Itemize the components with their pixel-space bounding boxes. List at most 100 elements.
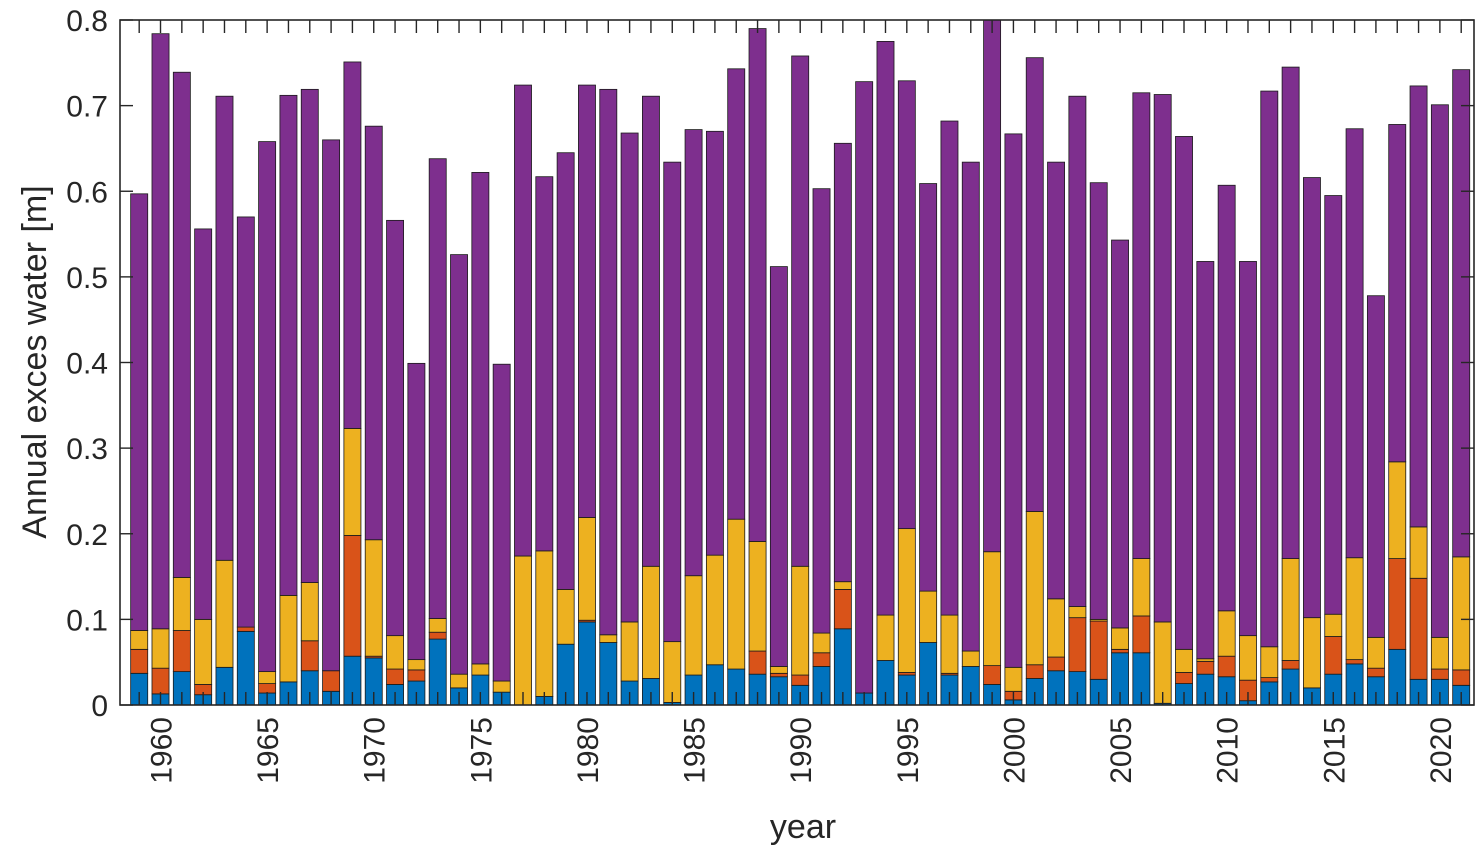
ticks-layer <box>120 19 1474 706</box>
x-axis-title: year <box>770 808 836 846</box>
y-axis-title: Annual exces water [m] <box>16 185 54 538</box>
bar-segment-1962-s2 <box>194 618 213 685</box>
bar-segment-1962-s3 <box>194 228 213 620</box>
bar-segment-1980-s3 <box>578 84 596 518</box>
bar-segment-1997-s2 <box>940 614 959 674</box>
bar-segment-1990-s1 <box>791 674 810 686</box>
bar-segment-1974-s3 <box>450 254 468 675</box>
bar-segment-1996-s3 <box>919 183 938 592</box>
bar-segment-1973-s2 <box>428 618 447 633</box>
bar-segment-1965-s1 <box>258 683 277 694</box>
x-tick-label-2020: 2020 <box>1425 717 1458 784</box>
bar-segment-1972-s2 <box>407 659 426 671</box>
bar-segment-1973-s1 <box>428 631 447 640</box>
bar-segment-2013-s1 <box>1281 660 1300 670</box>
bar-segment-2005-s1 <box>1111 648 1129 654</box>
bar-segment-1969-s1 <box>343 535 362 657</box>
bar-segment-1988-s1 <box>748 650 767 675</box>
bar-segment-1982-s2 <box>620 621 639 682</box>
bar-segment-1994-s3 <box>876 41 895 616</box>
bar-segment-1964-s3 <box>236 216 255 628</box>
bar-segment-1978-s3 <box>535 176 554 552</box>
bar-segment-2019-s2 <box>1409 526 1428 579</box>
bar-segment-1975-s3 <box>471 172 490 665</box>
y-tick-label-7: 0.7 <box>66 91 108 124</box>
bar-segment-2014-s2 <box>1303 617 1321 689</box>
bar-segment-1967-s3 <box>300 88 319 583</box>
bar-segment-1959-s2 <box>130 630 149 650</box>
bar-segment-1989-s3 <box>769 266 788 667</box>
bar-segment-1985-s3 <box>684 129 703 577</box>
bar-segment-2001-s1 <box>1025 664 1044 679</box>
bar-segment-1959-s1 <box>130 648 149 674</box>
bar-segment-1977-s3 <box>514 84 532 557</box>
x-tick-label-1970: 1970 <box>359 717 392 784</box>
bar-segment-1971-s2 <box>386 635 404 670</box>
bar-segment-2010-s2 <box>1217 610 1236 657</box>
bar-segment-2007-s2 <box>1153 621 1172 704</box>
bar-segment-1972-s3 <box>407 362 426 661</box>
bar-segment-2010-s1 <box>1217 655 1236 678</box>
bar-segment-1993-s3 <box>855 81 874 694</box>
bar-segment-1960-s2 <box>151 628 170 669</box>
y-tick-label-4: 0.4 <box>66 348 108 381</box>
bar-segment-2005-s2 <box>1111 627 1129 650</box>
bar-segment-1965-s3 <box>258 141 277 673</box>
bar-segment-1998-s3 <box>961 161 980 652</box>
bar-segment-1961-s1 <box>172 630 191 673</box>
bar-segment-2006-s3 <box>1132 92 1151 559</box>
bar-segment-1988-s2 <box>748 541 767 652</box>
bar-segment-1991-s2 <box>812 632 831 654</box>
bar-segment-1971-s1 <box>386 668 404 685</box>
bar-segment-2002-s1 <box>1047 656 1066 672</box>
bar-segment-2001-s2 <box>1025 511 1044 666</box>
bar-segment-2020-s1 <box>1430 668 1449 680</box>
bar-segment-2020-s3 <box>1430 104 1449 638</box>
bar-segment-2021-s3 <box>1452 69 1471 558</box>
bar-segment-2017-s2 <box>1366 636 1385 669</box>
bar-segment-2012-s2 <box>1260 646 1279 679</box>
bar-segment-2012-s1 <box>1260 677 1279 683</box>
bar-segment-1972-s1 <box>407 669 426 682</box>
bar-segment-1961-s3 <box>172 71 191 578</box>
bar-segment-2014-s3 <box>1303 177 1321 619</box>
bar-segment-1999-s3 <box>983 19 1002 553</box>
bar-segment-2011-s3 <box>1239 261 1257 637</box>
bar-segment-2017-s1 <box>1366 667 1385 678</box>
y-tick-label-0: 0 <box>91 690 108 723</box>
bar-segment-1979-s2 <box>556 589 575 645</box>
bar-segment-2018-s1 <box>1388 558 1407 650</box>
y-tick-label-2: 0.2 <box>66 519 108 552</box>
bar-segment-1976-s3 <box>492 363 511 682</box>
bar-segment-2001-s3 <box>1025 57 1044 512</box>
bar-segment-1995-s2 <box>897 528 916 673</box>
bar-segment-2002-s2 <box>1047 598 1066 658</box>
bar-segment-1971-s3 <box>386 219 404 637</box>
bar-segment-1996-s2 <box>919 590 938 643</box>
bar-segment-1969-s3 <box>343 61 362 429</box>
bar-segment-2008-s2 <box>1175 648 1193 673</box>
bar-segment-1986-s2 <box>705 554 724 666</box>
tick-labels-layer: 0 0.1 0.2 0.3 0.4 0.5 0.6 0.7 0.8 1960 1965 1970 197… <box>66 5 1458 784</box>
bar-segment-1989-s2 <box>769 666 788 674</box>
bar-segment-1975-s2 <box>471 663 490 676</box>
bar-segment-1992-s2 <box>833 581 852 590</box>
bar-segment-1967-s1 <box>300 640 319 672</box>
x-tick-label-2000: 2000 <box>998 717 1031 784</box>
bar-segment-1988-s3 <box>748 28 767 542</box>
bar-segment-1970-s2 <box>364 539 383 657</box>
x-tick-label-1985: 1985 <box>679 717 712 784</box>
bar-segment-2000-s3 <box>1004 133 1023 668</box>
bar-segment-1969-s2 <box>343 428 362 536</box>
bar-segment-1991-s3 <box>812 188 831 634</box>
bar-segment-1959-s3 <box>130 193 149 631</box>
y-tick-label-3: 0.3 <box>66 433 108 466</box>
bar-segment-2016-s1 <box>1345 659 1364 665</box>
bar-segment-2013-s3 <box>1281 66 1300 559</box>
y-tick-label-5: 0.5 <box>66 262 108 295</box>
bar-segment-1978-s2 <box>535 550 554 697</box>
bar-segment-2012-s3 <box>1260 90 1279 648</box>
x-tick-label-2005: 2005 <box>1105 717 1138 784</box>
